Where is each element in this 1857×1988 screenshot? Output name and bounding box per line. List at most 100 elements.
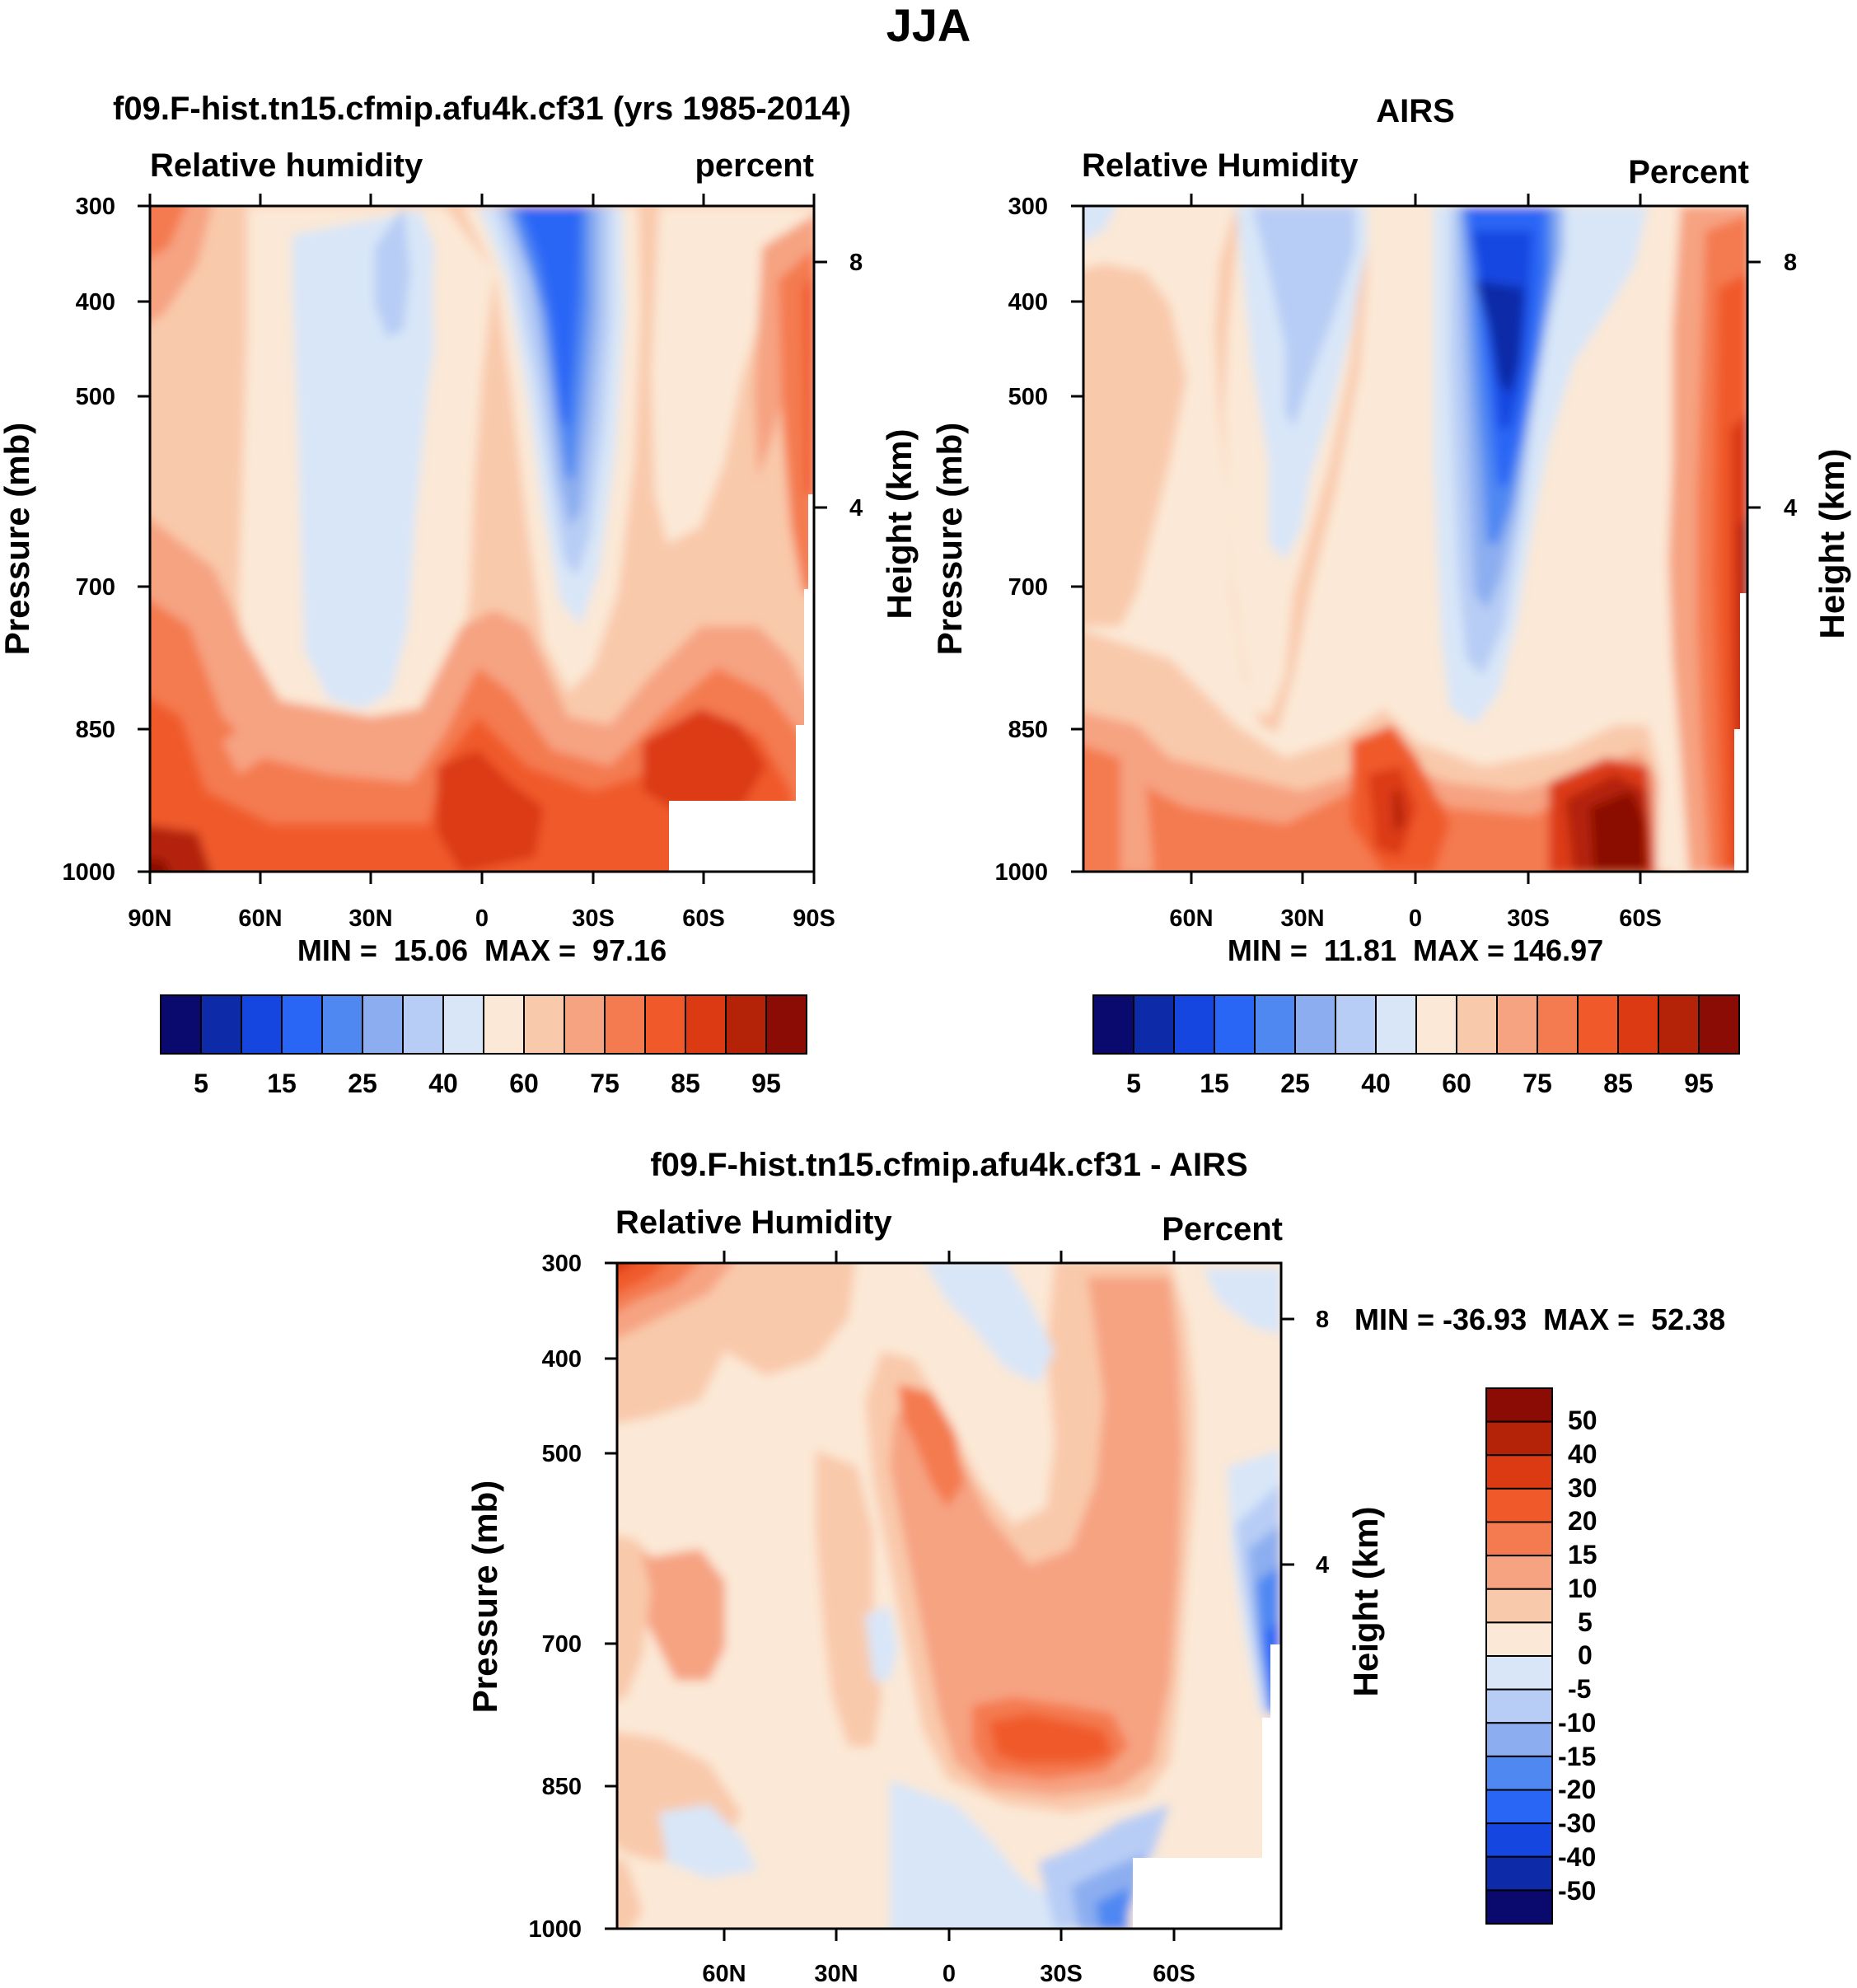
colorbar-label: 75 bbox=[590, 1069, 620, 1098]
y-tick-label: 300 bbox=[76, 194, 115, 220]
y2-axis-title: Height (km) bbox=[1346, 1507, 1385, 1697]
colorbar-swatch bbox=[281, 994, 323, 1055]
y-tick-label: 300 bbox=[542, 1251, 582, 1277]
colorbar-swatch bbox=[1485, 1755, 1553, 1791]
left-ticks bbox=[138, 204, 150, 873]
x-tick-label: 30N bbox=[1280, 905, 1324, 932]
colorbar-swatch bbox=[765, 994, 807, 1055]
colorbar-label: 25 bbox=[348, 1069, 377, 1098]
colorbar-swatch bbox=[1485, 1822, 1553, 1858]
panel-airs: AIRS Relative Humidity Percent bbox=[930, 93, 1851, 1098]
colorbar-swatches bbox=[1485, 1387, 1553, 1925]
y-tick-label: 400 bbox=[76, 289, 115, 316]
y2-tick-labels: 8 4 bbox=[1784, 250, 1797, 522]
colorbar-label: 0 bbox=[1578, 1640, 1593, 1670]
y-tick-label: 700 bbox=[1008, 574, 1048, 601]
colorbar-label: 40 bbox=[428, 1069, 458, 1098]
colorbar-label: 15 bbox=[1568, 1540, 1597, 1569]
colorbar: 50 40 30 20 15 10 5 0 -5 -10 -15 -20 -30… bbox=[1485, 1387, 1597, 1925]
colorbar-swatch bbox=[1375, 994, 1417, 1055]
panel-title: f09.F-hist.tn15.cfmip.afu4k.cf31 (yrs 19… bbox=[113, 91, 851, 127]
y-tick-label: 850 bbox=[76, 717, 115, 743]
left-ticks bbox=[605, 1261, 617, 1930]
colorbar-swatch bbox=[604, 994, 646, 1055]
colorbar-swatch bbox=[1092, 994, 1134, 1055]
colorbar-label: -50 bbox=[1558, 1876, 1596, 1906]
y2-axis-title: Height (km) bbox=[1813, 449, 1851, 639]
x-tick-label: 30N bbox=[814, 1961, 858, 1987]
colorbar-label: 75 bbox=[1523, 1069, 1552, 1098]
y-tick-label: 500 bbox=[1008, 384, 1048, 410]
right-ticks bbox=[1281, 1317, 1294, 1566]
x-tick-label: 0 bbox=[475, 905, 489, 932]
y-tick-labels: 300 400 500 700 850 1000 bbox=[994, 194, 1048, 886]
y-axis-title: Pressure (mb) bbox=[465, 1480, 504, 1713]
colorbar-swatch bbox=[1173, 994, 1215, 1055]
colorbar-label: 5 bbox=[194, 1069, 208, 1098]
y-tick-label: 500 bbox=[76, 384, 115, 410]
contour-field bbox=[150, 206, 814, 872]
top-ticks bbox=[1190, 194, 1642, 206]
colorbar-swatch bbox=[1485, 1655, 1553, 1691]
colorbar-swatches bbox=[160, 994, 807, 1055]
x-tick-label: 60N bbox=[238, 905, 282, 932]
colorbar-swatch bbox=[1254, 994, 1296, 1055]
colorbar-label: 85 bbox=[671, 1069, 700, 1098]
left-ticks bbox=[1071, 204, 1083, 873]
y2-tick-label: 4 bbox=[1784, 495, 1797, 522]
x-tick-label: 30S bbox=[1040, 1961, 1083, 1987]
bottom-ticks bbox=[723, 1929, 1176, 1941]
colorbar-label: -40 bbox=[1558, 1842, 1596, 1872]
colorbar-swatch bbox=[725, 994, 767, 1055]
min-max-label: MIN = 11.81 MAX = 146.97 bbox=[1228, 933, 1603, 967]
bottom-ticks bbox=[1190, 872, 1642, 884]
right-ticks bbox=[814, 260, 827, 509]
colorbar-swatch bbox=[1485, 1889, 1553, 1925]
colorbar-swatch bbox=[402, 994, 444, 1055]
y-tick-labels: 300 400 500 700 850 1000 bbox=[62, 194, 115, 886]
colorbar-label: -20 bbox=[1558, 1775, 1596, 1804]
y2-tick-label: 4 bbox=[849, 495, 863, 522]
colorbar-swatch bbox=[442, 994, 484, 1055]
colorbar-label: 25 bbox=[1280, 1069, 1310, 1098]
x-tick-label: 30S bbox=[1507, 905, 1550, 932]
colorbar-label: 10 bbox=[1568, 1574, 1597, 1603]
colorbar-swatch bbox=[1485, 1789, 1553, 1825]
panel-right-label: Percent bbox=[1628, 154, 1749, 190]
colorbar-swatch bbox=[1496, 994, 1538, 1055]
colorbar-swatch bbox=[1485, 1722, 1553, 1757]
y-tick-label: 300 bbox=[1008, 194, 1048, 220]
colorbar-swatch bbox=[1485, 1420, 1553, 1457]
y2-tick-labels: 8 4 bbox=[1316, 1307, 1329, 1579]
colorbar-labels: 50 40 30 20 15 10 5 0 -5 -10 -15 -20 -30… bbox=[1558, 1406, 1597, 1906]
top-ticks bbox=[723, 1251, 1176, 1263]
colorbar-label: 20 bbox=[1568, 1506, 1597, 1536]
colorbar-swatch bbox=[483, 994, 525, 1055]
colorbar-swatch bbox=[1485, 1487, 1553, 1523]
colorbar-labels: 5 15 25 40 60 75 85 95 bbox=[1126, 1069, 1714, 1098]
colorbar-swatch bbox=[1617, 994, 1659, 1055]
y-tick-label: 850 bbox=[542, 1774, 582, 1800]
colorbar-label: 60 bbox=[509, 1069, 539, 1098]
colorbar-label: -15 bbox=[1558, 1742, 1596, 1771]
colorbar-swatch bbox=[1485, 1454, 1553, 1490]
panel-left-label: Relative Humidity bbox=[615, 1204, 892, 1241]
x-tick-labels: 90N 60N 30N 0 30S 60S 90S bbox=[128, 905, 835, 932]
y2-tick-label: 4 bbox=[1316, 1552, 1329, 1579]
panel-title: AIRS bbox=[1376, 93, 1455, 129]
y-tick-label: 1000 bbox=[62, 859, 115, 886]
y2-tick-labels: 8 4 bbox=[849, 250, 863, 522]
colorbar-swatches bbox=[1092, 994, 1740, 1055]
panel-right-label: Percent bbox=[1162, 1211, 1283, 1247]
colorbar-swatch bbox=[1537, 994, 1579, 1055]
y-axis-title: Pressure (mb) bbox=[0, 423, 36, 655]
colorbar-swatch bbox=[200, 994, 242, 1055]
colorbar-swatch bbox=[321, 994, 363, 1055]
panel-left-label: Relative humidity bbox=[150, 147, 423, 184]
contour-field bbox=[617, 1263, 1281, 1929]
colorbar-swatch bbox=[1485, 1621, 1553, 1657]
y2-tick-label: 8 bbox=[1316, 1307, 1329, 1333]
colorbar-swatch bbox=[1577, 994, 1619, 1055]
x-tick-labels: 60N 30N 0 30S 60S bbox=[702, 1961, 1195, 1987]
x-tick-label: 60N bbox=[1169, 905, 1213, 932]
